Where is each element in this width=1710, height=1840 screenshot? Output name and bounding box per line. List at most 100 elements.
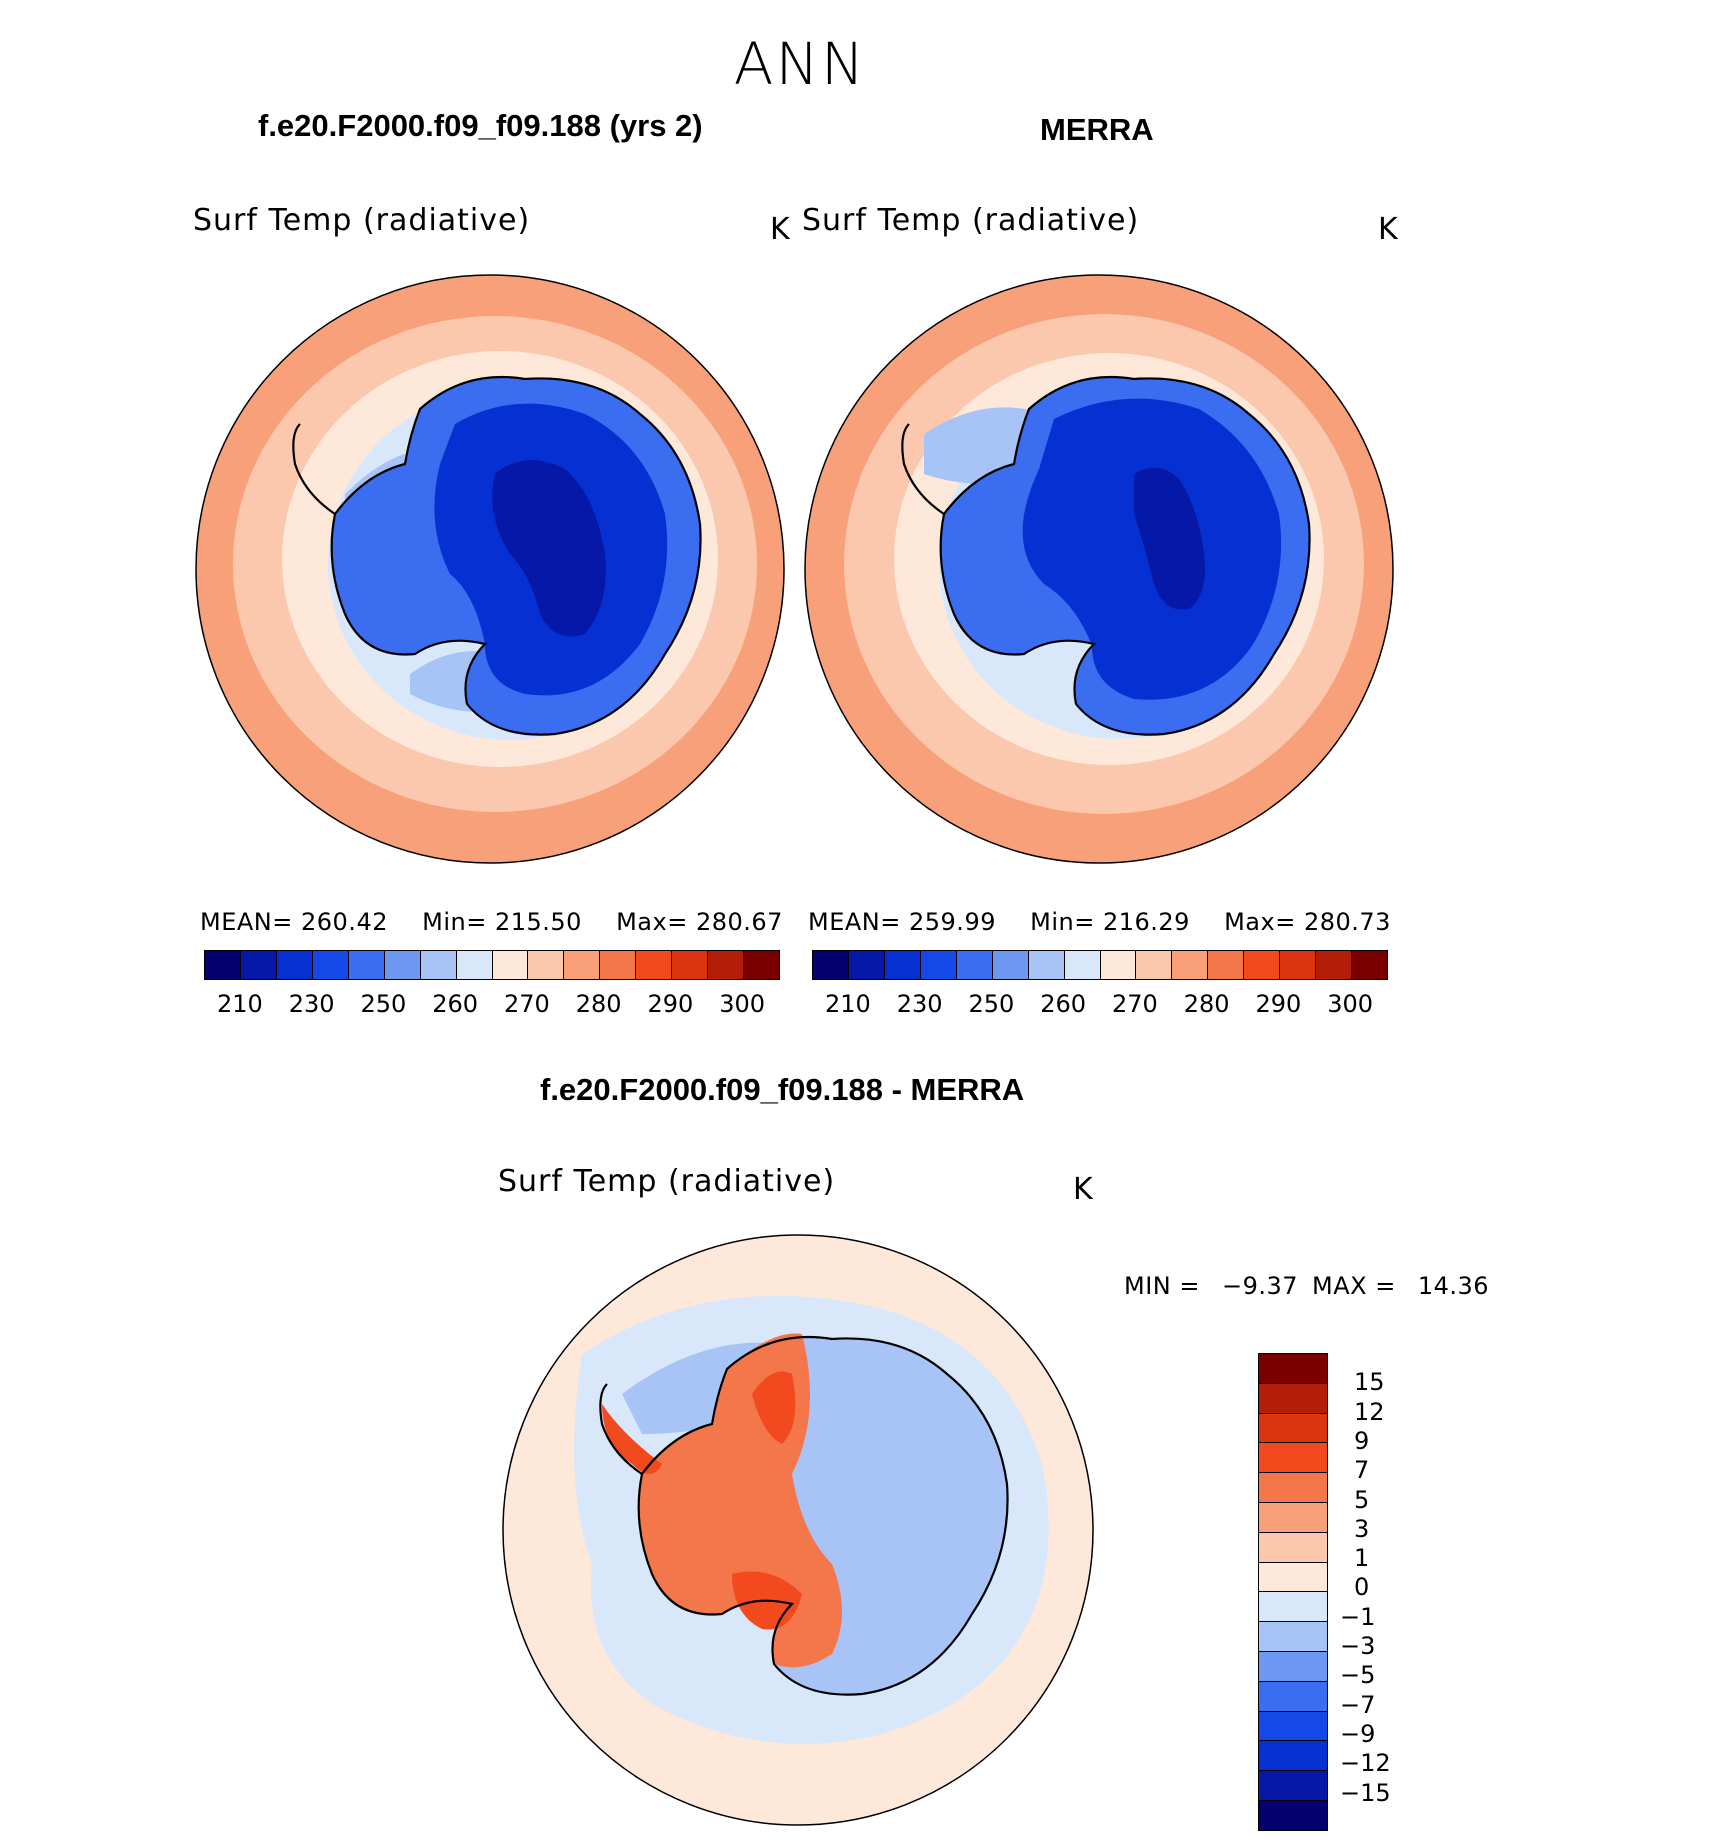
colorbar-tick-label: −7 (1340, 1690, 1376, 1719)
colorbar-box (205, 951, 241, 979)
colorbar-box (1316, 951, 1353, 979)
difference-variable-label: Surf Temp (radiative) (498, 1164, 836, 1199)
panel1-polar-map (195, 274, 785, 864)
colorbar-tick-label: 5 (1354, 1485, 1370, 1514)
colorbar-box (1136, 951, 1173, 979)
colorbar-tick-label: 290 (1255, 990, 1302, 1018)
colorbar-tick-label: 280 (1183, 990, 1230, 1018)
colorbar-box (1259, 1413, 1327, 1444)
mean-stat: MEAN= 259.99 (808, 908, 996, 936)
panel1-title: f.e20.F2000.f09_f09.188 (yrs 2) (258, 108, 703, 143)
colorbar-box (992, 951, 1029, 979)
season-title: ANN (733, 30, 867, 98)
max-stat: Max= 280.67 (616, 908, 783, 936)
colorbar-tick-label: 210 (824, 990, 871, 1018)
colorbar-box (1172, 951, 1209, 979)
colorbar-box (1259, 1681, 1327, 1712)
colorbar-tick-label: 270 (503, 990, 550, 1018)
colorbar-box (492, 951, 529, 979)
colorbar-tick-label: 12 (1354, 1397, 1385, 1426)
colorbar-box (1259, 1354, 1327, 1384)
mean-stat: MEAN= 260.42 (200, 908, 388, 936)
colorbar-tick-label: 270 (1111, 990, 1158, 1018)
colorbar-box (1259, 1711, 1327, 1742)
colorbar-box (600, 951, 637, 979)
colorbar-box (1259, 1800, 1327, 1830)
colorbar-box (920, 951, 957, 979)
colorbar-tick-label: −1 (1340, 1602, 1376, 1631)
colorbar-tick-label: 3 (1354, 1514, 1370, 1543)
colorbar-tick-label: −12 (1340, 1749, 1391, 1778)
panel1-variable-label: Surf Temp (radiative) (193, 203, 531, 238)
colorbar-box (1028, 951, 1065, 979)
antarctic-plateau (492, 460, 606, 637)
colorbar-box (1259, 1502, 1327, 1533)
colorbar-tick-label: −5 (1340, 1661, 1376, 1690)
panel1-colorbar (204, 950, 780, 980)
difference-title: f.e20.F2000.f09_f09.188 - MERRA (540, 1072, 1025, 1107)
colorbar-box (1100, 951, 1137, 979)
panel2-colorbar (812, 950, 1388, 980)
panel2-title: MERRA (1040, 112, 1154, 147)
colorbar-box (636, 951, 673, 979)
colorbar-box (312, 951, 349, 979)
difference-polar-map (502, 1234, 1094, 1826)
colorbar-box (1259, 1562, 1327, 1593)
panel1-colorbar-ticks: 210 230 250 260 270 280 290 300 (204, 990, 778, 1020)
panel2-units: K (1378, 212, 1398, 247)
colorbar-tick-label: 280 (575, 990, 622, 1018)
colorbar-box (384, 951, 421, 979)
colorbar-box (1259, 1473, 1327, 1503)
colorbar-tick-label: 300 (1327, 990, 1374, 1018)
colorbar-box (1259, 1443, 1327, 1474)
panel1-units: K (770, 212, 790, 247)
colorbar-box (1259, 1771, 1327, 1801)
colorbar-tick-label: 210 (216, 990, 263, 1018)
min-stat: Min= 215.50 (422, 908, 582, 936)
colorbar-tick-label: −9 (1340, 1719, 1376, 1748)
colorbar-box (708, 951, 745, 979)
colorbar-box (813, 951, 849, 979)
colorbar-box (1259, 1383, 1327, 1414)
colorbar-box (276, 951, 313, 979)
map-border (502, 1234, 1094, 1826)
colorbar-tick-label: 0 (1354, 1573, 1370, 1602)
colorbar-box (1280, 951, 1317, 979)
colorbar-box (1208, 951, 1245, 979)
colorbar-box (884, 951, 921, 979)
colorbar-tick-label: 230 (288, 990, 335, 1018)
colorbar-tick-label: 15 (1354, 1368, 1385, 1397)
colorbar-box (956, 951, 993, 979)
colorbar-tick-label: 260 (432, 990, 479, 1018)
colorbar-box (672, 951, 709, 979)
diff-warm-peaks (602, 1371, 802, 1630)
map-border (804, 274, 1394, 864)
colorbar-box (1244, 951, 1281, 979)
antarctic-plateau (1134, 467, 1205, 610)
panel1-stats: MEAN= 260.42 Min= 215.50 Max= 280.67 (200, 908, 809, 936)
colorbar-tick-label: 1 (1354, 1544, 1370, 1573)
colorbar-box (420, 951, 457, 979)
colorbar-box (240, 951, 277, 979)
panel2-colorbar-ticks: 210 230 250 260 270 280 290 300 (812, 990, 1386, 1020)
colorbar-tick-label: 260 (1040, 990, 1087, 1018)
panel2-variable-label: Surf Temp (radiative) (802, 203, 1140, 238)
colorbar-tick-label: 290 (647, 990, 694, 1018)
colorbar-box (1352, 951, 1387, 979)
difference-min-max: MIN = −9.37 MAX = 14.36 (1124, 1272, 1490, 1300)
colorbar-box (348, 951, 385, 979)
colorbar-tick-label: 300 (719, 990, 766, 1018)
colorbar-box (744, 951, 779, 979)
colorbar-box (1259, 1651, 1327, 1682)
map-border (195, 274, 785, 864)
difference-colorbar-ticks: 15 12 9 7 5 3 1 0 −1 −3 −5 −7 −9 −12 −15 (1340, 1353, 1420, 1823)
colorbar-box (848, 951, 885, 979)
colorbar-tick-label: 7 (1354, 1456, 1370, 1485)
colorbar-box (456, 951, 493, 979)
colorbar-tick-label: −15 (1340, 1778, 1391, 1807)
colorbar-box (1259, 1741, 1327, 1772)
colorbar-tick-label: 250 (360, 990, 407, 1018)
coastline (292, 375, 702, 736)
colorbar-tick-label: −3 (1340, 1632, 1376, 1660)
colorbar-tick-label: 230 (896, 990, 943, 1018)
